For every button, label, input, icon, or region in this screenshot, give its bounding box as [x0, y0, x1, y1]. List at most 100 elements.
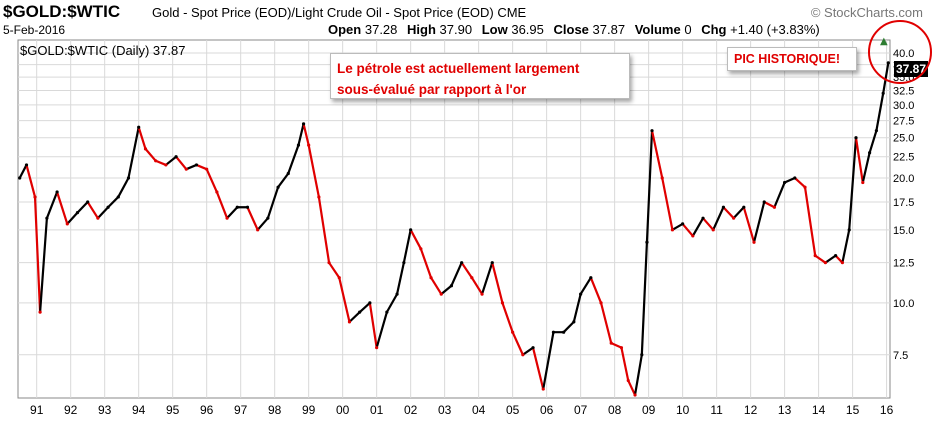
- price-segment: [841, 228, 851, 264]
- price-segment: [25, 163, 37, 199]
- price-point: [368, 301, 372, 305]
- price-point: [256, 228, 260, 232]
- price-segment: [225, 206, 239, 220]
- price-segment: [317, 195, 331, 264]
- price-point: [881, 91, 885, 95]
- price-segment: [18, 163, 28, 180]
- price-segment: [460, 261, 473, 279]
- price-segment: [385, 293, 399, 314]
- price-point: [174, 155, 178, 159]
- price-point: [854, 136, 858, 140]
- stockcharts-brand[interactable]: © StockCharts.com: [810, 5, 923, 20]
- price-point: [609, 341, 613, 345]
- price-segment: [276, 172, 290, 189]
- price-segment: [327, 261, 341, 279]
- price-point: [813, 254, 817, 258]
- price-point: [286, 171, 290, 176]
- price-segment: [164, 155, 178, 167]
- price-point: [599, 301, 603, 305]
- price-point: [154, 159, 158, 163]
- price-segment: [803, 186, 817, 257]
- price-point: [395, 292, 399, 296]
- price-point: [670, 228, 675, 232]
- x-tick-label: 02: [404, 403, 418, 417]
- y-tick-label: 7.5: [893, 350, 908, 362]
- x-tick-label: 99: [302, 403, 316, 417]
- price-point: [75, 211, 80, 215]
- price-point: [409, 228, 413, 232]
- chg-label: Chg: [701, 22, 727, 37]
- high-value: 37.90: [439, 22, 473, 37]
- price-point: [531, 346, 535, 350]
- price-point: [215, 190, 219, 194]
- price-point: [194, 163, 199, 167]
- price-point: [337, 276, 341, 280]
- price-point: [490, 261, 494, 265]
- price-segment: [671, 222, 684, 231]
- price-segment: [117, 176, 130, 199]
- price-point: [650, 129, 654, 133]
- x-tick-label: 91: [30, 403, 44, 417]
- price-segment: [701, 217, 715, 231]
- price-point: [626, 378, 630, 383]
- open-value: 37.28: [364, 22, 398, 37]
- price-segment: [86, 200, 99, 220]
- x-tick-label: 01: [370, 403, 384, 417]
- price-segment: [572, 293, 582, 323]
- price-point: [732, 216, 736, 220]
- price-segment: [620, 346, 630, 382]
- price-segment: [402, 228, 412, 264]
- x-tick-label: 15: [846, 403, 860, 417]
- price-segment: [302, 122, 310, 147]
- close-label: Close: [553, 22, 589, 37]
- price-point: [96, 216, 100, 220]
- x-tick-label: 07: [574, 403, 588, 417]
- x-tick-label: 06: [540, 403, 554, 417]
- price-segment: [137, 126, 147, 151]
- price-point: [633, 393, 637, 397]
- price-segment: [681, 222, 694, 238]
- price-segment: [650, 129, 664, 180]
- x-tick-label: 93: [98, 403, 112, 417]
- price-point: [296, 143, 301, 147]
- y-tick-label: 12.5: [893, 258, 914, 270]
- price-segment: [854, 136, 864, 184]
- price-point: [874, 129, 879, 133]
- x-tick-label: 03: [438, 403, 452, 417]
- price-point: [164, 163, 168, 167]
- y-tick-label: 27.5: [893, 116, 914, 128]
- x-tick-label: 92: [64, 403, 78, 417]
- price-segment: [562, 320, 575, 334]
- price-point: [579, 292, 583, 296]
- price-segment: [205, 168, 218, 194]
- x-tick-label: 96: [200, 403, 214, 417]
- price-segment: [106, 195, 120, 209]
- price-point: [500, 301, 505, 305]
- y-tick-label: 20.0: [893, 173, 914, 185]
- x-tick-label: 11: [710, 403, 723, 417]
- price-segment: [375, 311, 388, 349]
- y-tick-label: 15.0: [893, 225, 914, 237]
- x-tick-label: 10: [676, 403, 690, 417]
- price-segment: [419, 247, 433, 279]
- chart-date: 5-Feb-2016: [3, 23, 66, 37]
- price-point: [18, 176, 22, 180]
- low-value: 36.95: [511, 22, 544, 37]
- price-point: [86, 200, 90, 204]
- price-segment: [868, 129, 878, 154]
- price-segment: [55, 190, 69, 226]
- price-point: [245, 205, 250, 209]
- price-point: [317, 195, 321, 199]
- plot-area: [17, 39, 891, 399]
- price-segment: [470, 276, 484, 296]
- price-segment: [195, 163, 208, 171]
- price-point: [551, 330, 556, 334]
- price-segment: [633, 353, 643, 397]
- x-tick-label: 05: [506, 403, 520, 417]
- price-segment: [511, 331, 524, 356]
- price-segment: [640, 241, 649, 356]
- price-point: [762, 200, 766, 204]
- price-point: [803, 185, 807, 189]
- price-point: [640, 353, 644, 357]
- price-point: [511, 330, 515, 334]
